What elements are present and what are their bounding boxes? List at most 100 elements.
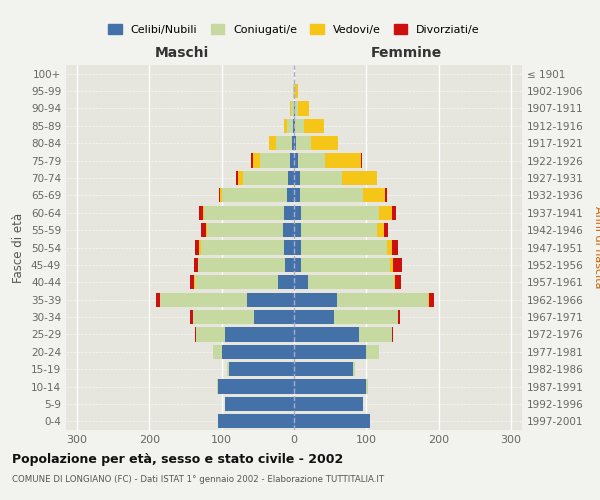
- Bar: [300, 171, 342, 185]
- Text: Maschi: Maschi: [155, 46, 209, 60]
- Bar: [160, 292, 247, 307]
- Bar: [392, 328, 393, 342]
- Bar: [244, 171, 288, 185]
- Bar: [284, 240, 294, 254]
- Bar: [195, 275, 278, 289]
- Bar: [367, 344, 379, 359]
- Bar: [298, 154, 325, 168]
- Bar: [294, 154, 298, 168]
- Bar: [304, 118, 325, 133]
- Bar: [294, 292, 337, 307]
- Bar: [385, 188, 386, 202]
- Bar: [325, 154, 361, 168]
- Bar: [204, 206, 284, 220]
- Bar: [287, 188, 294, 202]
- Bar: [283, 223, 294, 237]
- Bar: [385, 223, 388, 237]
- Bar: [194, 258, 198, 272]
- Bar: [295, 84, 298, 98]
- Bar: [284, 118, 287, 133]
- Bar: [291, 102, 294, 116]
- Bar: [398, 310, 400, 324]
- Bar: [225, 328, 294, 342]
- Bar: [294, 240, 301, 254]
- Bar: [195, 240, 199, 254]
- Text: Popolazione per età, sesso e stato civile - 2002: Popolazione per età, sesso e stato civil…: [12, 452, 343, 466]
- Bar: [218, 380, 294, 394]
- Bar: [294, 223, 301, 237]
- Bar: [198, 258, 199, 272]
- Bar: [206, 223, 207, 237]
- Bar: [269, 136, 276, 150]
- Bar: [219, 188, 220, 202]
- Bar: [284, 206, 294, 220]
- Bar: [386, 240, 392, 254]
- Bar: [199, 258, 286, 272]
- Bar: [361, 154, 362, 168]
- Bar: [394, 275, 395, 289]
- Bar: [190, 275, 194, 289]
- Bar: [229, 362, 294, 376]
- Bar: [207, 223, 283, 237]
- Bar: [294, 344, 367, 359]
- Bar: [301, 206, 379, 220]
- Bar: [217, 380, 218, 394]
- Text: Femmine: Femmine: [371, 46, 442, 60]
- Bar: [294, 380, 367, 394]
- Bar: [301, 223, 377, 237]
- Bar: [294, 84, 295, 98]
- Bar: [218, 414, 294, 428]
- Bar: [200, 240, 284, 254]
- Bar: [254, 310, 294, 324]
- Bar: [308, 275, 394, 289]
- Bar: [367, 380, 368, 394]
- Bar: [292, 136, 294, 150]
- Bar: [301, 240, 386, 254]
- Legend: Celibi/Nubili, Coniugati/e, Vedovi/e, Divorziati/e: Celibi/Nubili, Coniugati/e, Vedovi/e, Di…: [104, 20, 484, 39]
- Bar: [294, 258, 301, 272]
- Bar: [379, 206, 392, 220]
- Bar: [294, 118, 295, 133]
- Bar: [196, 328, 225, 342]
- Bar: [213, 344, 221, 359]
- Bar: [247, 292, 294, 307]
- Bar: [220, 188, 221, 202]
- Bar: [294, 102, 295, 116]
- Bar: [311, 136, 338, 150]
- Bar: [294, 414, 370, 428]
- Bar: [294, 188, 300, 202]
- Bar: [295, 102, 298, 116]
- Bar: [294, 275, 308, 289]
- Bar: [202, 223, 206, 237]
- Bar: [290, 154, 294, 168]
- Bar: [294, 206, 301, 220]
- Y-axis label: Fasce di età: Fasce di età: [13, 212, 25, 282]
- Bar: [294, 362, 353, 376]
- Bar: [337, 292, 428, 307]
- Bar: [294, 328, 359, 342]
- Bar: [221, 344, 294, 359]
- Bar: [428, 292, 434, 307]
- Bar: [193, 310, 254, 324]
- Bar: [364, 188, 385, 202]
- Bar: [377, 223, 385, 237]
- Bar: [353, 362, 355, 376]
- Bar: [253, 154, 260, 168]
- Bar: [225, 397, 294, 411]
- Bar: [286, 258, 294, 272]
- Bar: [278, 275, 294, 289]
- Bar: [276, 136, 292, 150]
- Bar: [227, 362, 229, 376]
- Y-axis label: Anni di nascita: Anni di nascita: [593, 206, 600, 289]
- Bar: [194, 275, 195, 289]
- Bar: [238, 171, 244, 185]
- Bar: [294, 397, 363, 411]
- Bar: [334, 310, 398, 324]
- Bar: [199, 240, 200, 254]
- Bar: [190, 310, 193, 324]
- Bar: [157, 292, 160, 307]
- Bar: [195, 328, 196, 342]
- Bar: [293, 84, 294, 98]
- Bar: [392, 206, 396, 220]
- Bar: [293, 118, 294, 133]
